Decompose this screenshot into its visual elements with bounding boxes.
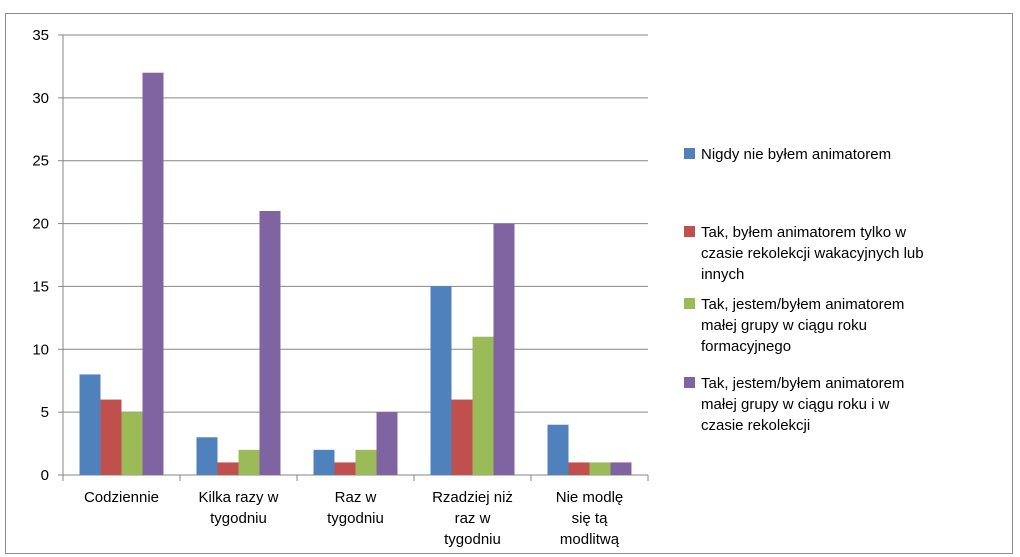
y-tick-label: 35 [32,27,49,44]
legend-label: małej grupy w ciągu roku [701,317,867,334]
legend-label: formacyjnego [701,338,791,355]
y-tick-label: 20 [32,216,49,233]
bar-series-2-cat-4 [451,399,473,475]
bar-series-3-cat-3 [355,449,377,475]
legend-label: czasie rekolekcji wakacyjnych lub [701,245,924,262]
legend-swatch [684,298,695,309]
bar-series-1-cat-4 [430,286,452,475]
category-label: Raz w [335,489,377,506]
category-label: raz w [455,510,491,527]
bar-series-3-cat-4 [472,336,494,475]
legend-swatch [684,226,695,237]
legend-label: Tak, jestem/byłem animatorem [701,375,904,392]
category-label: tygodniu [327,510,384,527]
bars [79,72,632,475]
legend-label: czasie rekolekcji [701,417,810,434]
bar-series-1-cat-2 [196,437,218,475]
legend-label: małej grupy w ciągu roku i w [701,396,890,413]
bar-series-3-cat-1 [121,412,143,475]
category-label: tygodniu [444,531,501,548]
category-label: modlitwą [560,531,620,548]
bar-series-4-cat-3 [376,412,398,475]
bar-series-2-cat-1 [100,399,122,475]
bar-series-3-cat-5 [589,462,611,475]
bar-series-2-cat-5 [568,462,590,475]
y-tick-label: 25 [32,153,49,170]
bar-series-4-cat-2 [259,211,281,475]
bar-series-1-cat-1 [79,374,101,475]
bar-series-2-cat-3 [334,462,356,475]
bar-series-4-cat-1 [142,72,164,475]
legend-swatch [684,377,695,388]
legend-label: Nigdy nie byłem animatorem [701,146,891,163]
bar-series-4-cat-4 [493,223,515,475]
bar-series-4-cat-5 [610,462,632,475]
y-tick-label: 0 [41,467,49,484]
category-label: tygodniu [210,510,267,527]
category-label: się tą [572,510,609,527]
category-label: Rzadziej niż [432,489,513,506]
category-label: Nie modlę [556,489,624,506]
bar-series-1-cat-3 [313,449,335,475]
y-tick-label: 30 [32,90,49,107]
y-tick-label: 5 [41,404,49,421]
y-tick-label: 15 [32,278,49,295]
legend-label: Tak, jestem/byłem animatorem [701,296,904,313]
bar-series-3-cat-2 [238,449,260,475]
legend-label: Tak, byłem animatorem tylko w [701,224,906,241]
category-label: Codziennie [84,489,159,506]
category-label: Kilka razy w [198,489,278,506]
bar-series-2-cat-2 [217,462,239,475]
category-labels: Codziennie Kilka razy w tygodniu Raz w tygod… [84,489,623,548]
y-tick-label: 10 [32,341,49,358]
legend: Nigdy nie byłem animatorem Tak, byłem ani… [684,146,924,434]
legend-swatch [684,148,695,159]
chart-frame [5,13,1013,554]
y-tick-labels: 0 5 10 15 20 25 30 35 [32,27,49,484]
bar-series-1-cat-5 [547,424,569,475]
legend-label: innych [701,266,744,283]
